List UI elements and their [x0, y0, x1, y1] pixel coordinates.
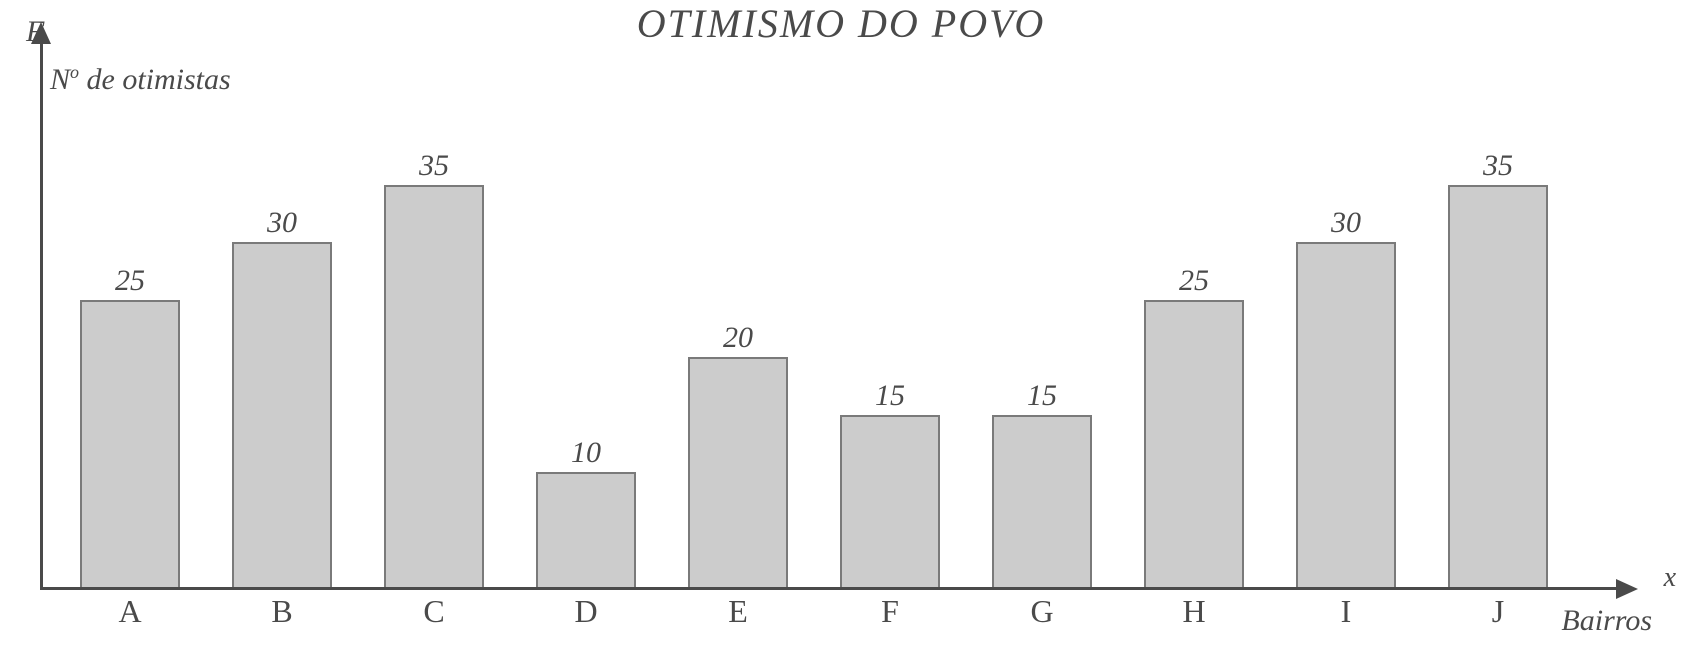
bar-value: 10 [571, 436, 601, 470]
bar-value: 15 [1027, 379, 1057, 413]
bar-rect [1144, 300, 1244, 588]
bar-value: 35 [419, 149, 449, 183]
x-axis-sublabel: Bairros [1561, 604, 1652, 638]
x-category-label: B [232, 593, 332, 630]
bar-group: 15 [840, 379, 940, 588]
x-category-label: H [1144, 593, 1244, 630]
bar-group: 15 [992, 379, 1092, 588]
x-category-label: A [80, 593, 180, 630]
x-axis-arrow-icon [1616, 579, 1638, 599]
bar-value: 30 [1331, 206, 1361, 240]
bar-rect [688, 357, 788, 587]
x-category-label: C [384, 593, 484, 630]
bar-value: 20 [723, 321, 753, 355]
bar-rect [1448, 185, 1548, 588]
x-category-label: G [992, 593, 1092, 630]
x-category-label: E [688, 593, 788, 630]
bar-value: 35 [1483, 149, 1513, 183]
bar-value: 25 [1179, 264, 1209, 298]
bar-rect [992, 415, 1092, 588]
bar-group: 20 [688, 321, 788, 587]
bars-container: 25 30 35 10 20 15 15 25 30 35 [80, 67, 1580, 587]
x-category-label: I [1296, 593, 1396, 630]
bar-group: 35 [1448, 149, 1548, 588]
x-axis-line [40, 587, 1630, 590]
bar-rect [384, 185, 484, 588]
bar-group: 30 [1296, 206, 1396, 587]
bar-value: 30 [267, 206, 297, 240]
y-axis-arrow-icon [31, 22, 51, 44]
bar-rect [80, 300, 180, 588]
bar-group: 30 [232, 206, 332, 587]
x-category-label: F [840, 593, 940, 630]
bar-rect [840, 415, 940, 588]
x-labels-container: A B C D E F G H I J [80, 593, 1580, 630]
x-axis-label: x [1664, 562, 1676, 594]
y-axis-line [40, 30, 43, 590]
bar-chart: OTIMISMO DO POVO F No de otimistas 25303… [0, 0, 1682, 668]
bar-group: 10 [536, 436, 636, 587]
bar-group: 35 [384, 149, 484, 588]
bar-group: 25 [1144, 264, 1244, 588]
bar-rect [1296, 242, 1396, 587]
bar-value: 15 [875, 379, 905, 413]
bar-rect [232, 242, 332, 587]
bar-value: 25 [115, 264, 145, 298]
bar-group: 25 [80, 264, 180, 588]
plot-area: 25303510201515253035 ABCDEFGHIJ [40, 30, 1630, 590]
x-category-label: D [536, 593, 636, 630]
bar-rect [536, 472, 636, 587]
x-category-label: J [1448, 593, 1548, 630]
